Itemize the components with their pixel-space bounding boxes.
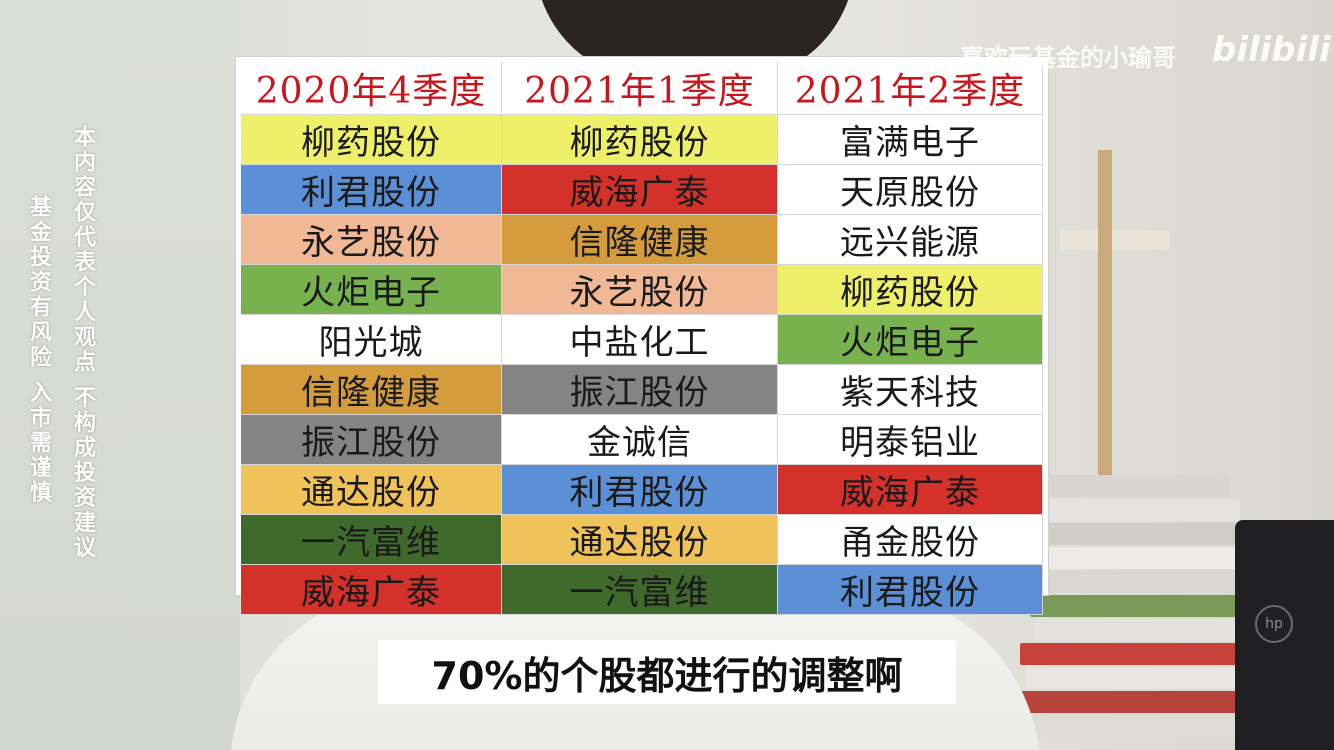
table-cell-q4-2020-row-9: 一汽富维 [241,515,502,565]
table-cell-q4-2020-row-10: 威海广泰 [241,565,502,615]
table-cell-q4-2020-row-1: 柳药股份 [241,115,502,165]
risk-disclaimer: 基金投资有风险 入市需谨慎 [26,195,51,506]
table-cell-q2-2021-row-2: 天原股份 [778,165,1043,215]
table-cell-q2-2021-row-4: 柳药股份 [778,265,1043,315]
table-cell-q1-2021-row-7: 金诚信 [502,415,778,465]
stock-holdings-table: 2020年4季度 2021年1季度 2021年2季度 柳药股份 柳药股份 富满电子利… [236,57,1048,615]
lamp-shade [1060,230,1170,250]
table-cell-q4-2020-row-5: 阳光城 [241,315,502,365]
table-cell-q2-2021-row-10: 利君股份 [778,565,1043,615]
table-cell-q4-2020-row-7: 振江股份 [241,415,502,465]
table-cell-q4-2020-row-2: 利君股份 [241,165,502,215]
bilibili-logo: bilibili [1212,30,1331,70]
table-cell-q1-2021-row-1: 柳药股份 [502,115,778,165]
table-cell-q2-2021-row-3: 远兴能源 [778,215,1043,265]
background-wall [0,0,240,750]
table-cell-q1-2021-row-8: 利君股份 [502,465,778,515]
table-cell-q1-2021-row-5: 中盐化工 [502,315,778,365]
hp-logo: hp [1255,605,1293,643]
table-cell-q4-2020-row-3: 永艺股份 [241,215,502,265]
table-cell-q2-2021-row-8: 威海广泰 [778,465,1043,515]
header-q2-2021: 2021年2季度 [778,62,1043,115]
table-cell-q2-2021-row-5: 火炬电子 [778,315,1043,365]
header-q1-2021: 2021年1季度 [502,62,778,115]
table-cell-q1-2021-row-4: 永艺股份 [502,265,778,315]
table-cell-q1-2021-row-2: 威海广泰 [502,165,778,215]
table-cell-q2-2021-row-1: 富满电子 [778,115,1043,165]
lamp-pole [1098,150,1112,490]
opinion-disclaimer: 本内容仅代表个人观点 不构成投资建议 [70,125,95,561]
table-cell-q1-2021-row-10: 一汽富维 [502,565,778,615]
table-cell-q4-2020-row-4: 火炬电子 [241,265,502,315]
table-cell-q1-2021-row-6: 振江股份 [502,365,778,415]
table-cell-q4-2020-row-8: 通达股份 [241,465,502,515]
table-cell-q1-2021-row-3: 信隆健康 [502,215,778,265]
table-cell-q2-2021-row-7: 明泰铝业 [778,415,1043,465]
table-grid: 2020年4季度 2021年1季度 2021年2季度 柳药股份 柳药股份 富满电子利… [241,62,1043,615]
book-stack [1000,475,1250,750]
channel-watermark: 喜欢玩基金的小瑜哥 [960,44,1176,72]
table-cell-q1-2021-row-9: 通达股份 [502,515,778,565]
header-q4-2020: 2020年4季度 [241,62,502,115]
table-cell-q4-2020-row-6: 信隆健康 [241,365,502,415]
subtitle-caption: 70%的个股都进行的调整啊 [378,640,956,704]
table-cell-q2-2021-row-6: 紫天科技 [778,365,1043,415]
table-cell-q2-2021-row-9: 甬金股份 [778,515,1043,565]
